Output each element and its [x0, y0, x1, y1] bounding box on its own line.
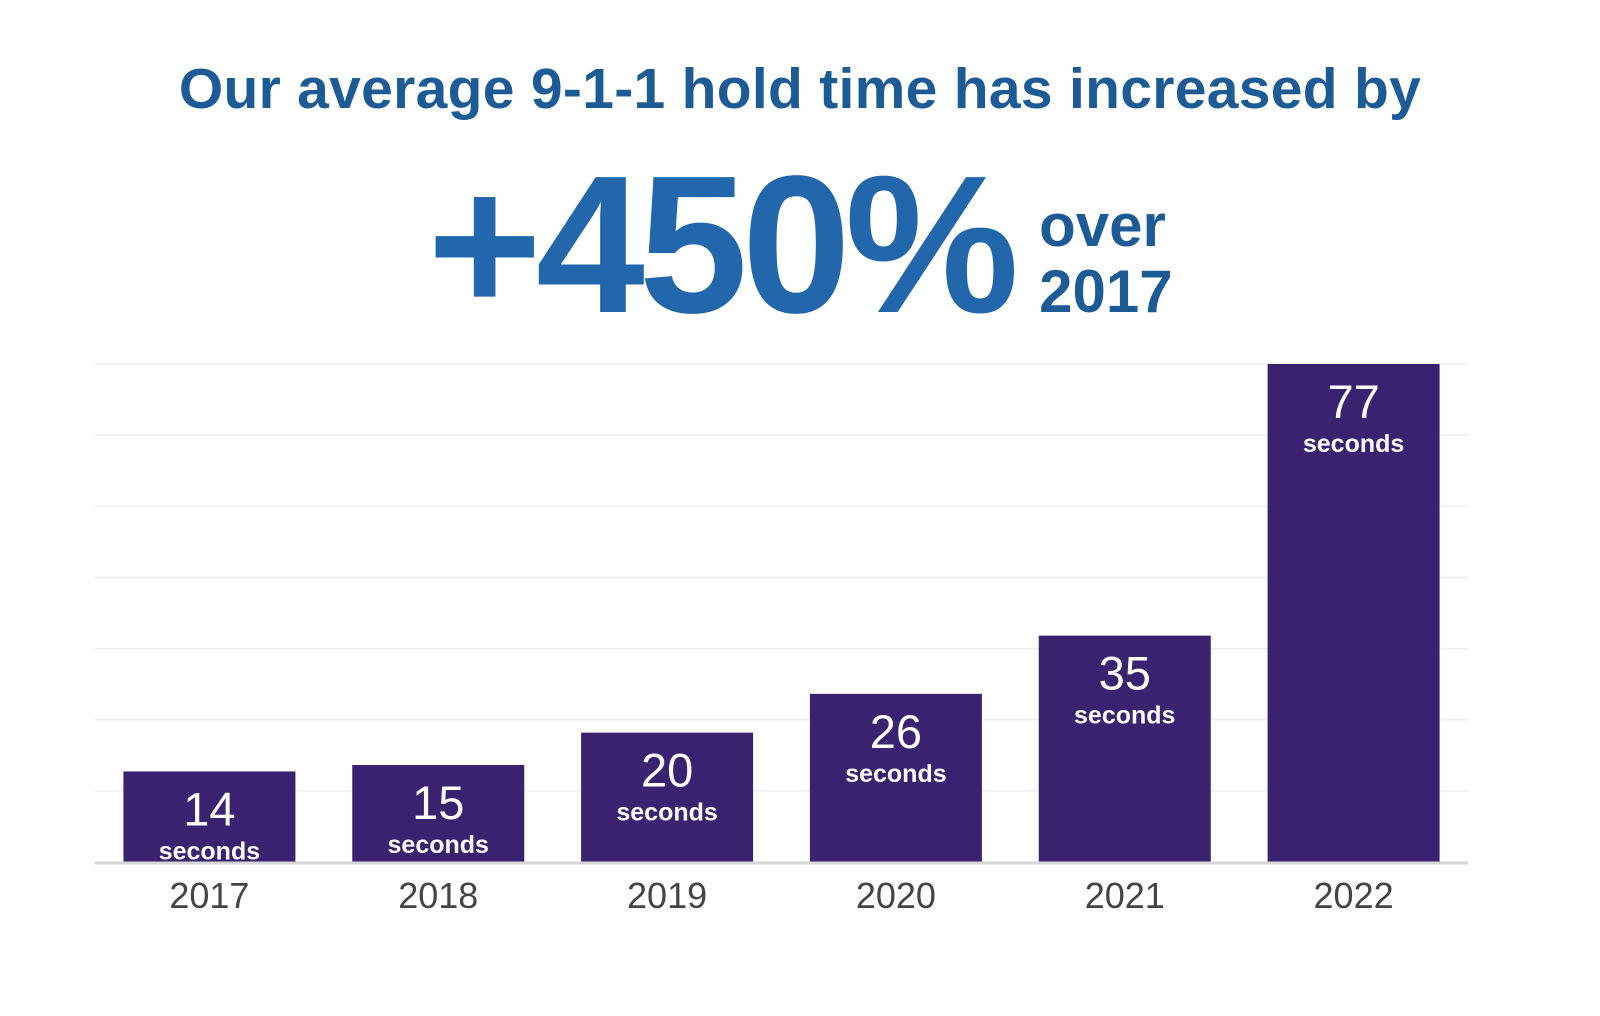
- headline: Our average 9-1-1 hold time has increase…: [178, 57, 1422, 121]
- unit-label: seconds: [159, 837, 260, 865]
- bar-2022: [1267, 364, 1440, 862]
- x-tick-label: 2020: [856, 875, 936, 916]
- bar-2019: [581, 732, 754, 862]
- x-tick-label: 2021: [1085, 875, 1165, 916]
- value-label: 15: [412, 776, 464, 829]
- x-tick-label: 2017: [169, 875, 249, 916]
- value-label: 77: [1327, 375, 1379, 428]
- value-label: 20: [641, 744, 693, 797]
- value-label: 26: [870, 705, 922, 758]
- stat-suffix-year: 2017: [1039, 258, 1173, 325]
- bar-2021: [1038, 635, 1211, 862]
- bar-2017: [123, 771, 296, 862]
- bar-2018: [352, 764, 525, 862]
- big-stat: +450%: [427, 135, 1019, 354]
- stat-row: +450% over 2017: [0, 135, 1600, 354]
- unit-label: seconds: [388, 831, 489, 859]
- value-label: 35: [1099, 647, 1151, 700]
- stat-suffix-over: over: [1039, 192, 1166, 259]
- x-tick-label: 2022: [1314, 875, 1394, 916]
- x-tick-label: 2019: [627, 875, 707, 916]
- bar-2020: [809, 693, 982, 862]
- unit-label: seconds: [845, 760, 946, 788]
- x-tick-label: 2018: [398, 875, 478, 916]
- unit-label: seconds: [616, 799, 717, 827]
- unit-label: seconds: [1074, 702, 1175, 730]
- unit-label: seconds: [1303, 430, 1404, 458]
- value-label: 14: [183, 782, 235, 835]
- stat-suffix: over 2017: [1039, 193, 1172, 325]
